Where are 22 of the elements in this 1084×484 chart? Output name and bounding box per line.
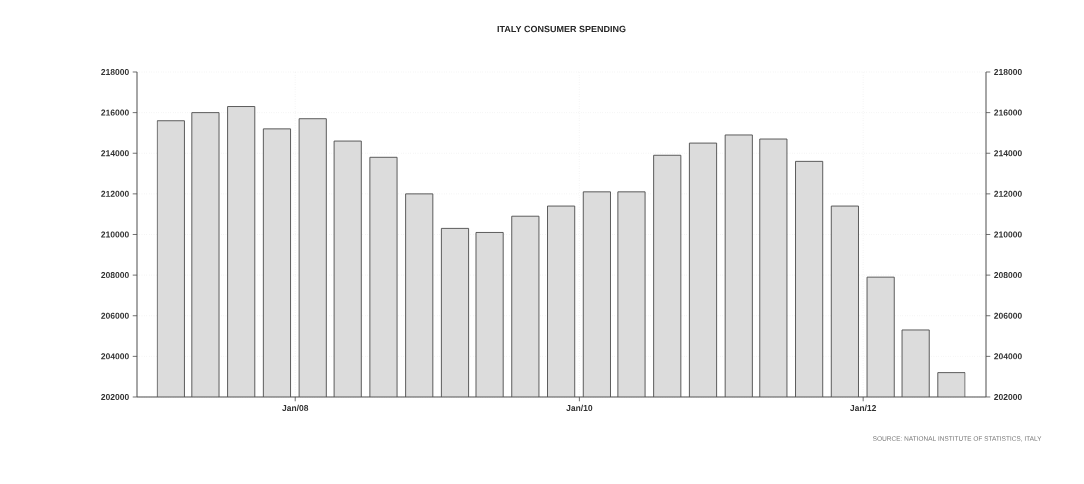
- x-tick-label: Jan/08: [282, 404, 309, 412]
- y2-tick-label: 206000: [101, 312, 129, 319]
- x-tick-label: Jan/10: [566, 404, 593, 412]
- y2-tick-label: 204000: [101, 353, 129, 360]
- y2-tick-label: 208000: [101, 272, 129, 279]
- y2-tick-label: 218000: [101, 68, 129, 75]
- y-tick-label: 206000: [994, 312, 1022, 319]
- y-tick-label: 204000: [994, 353, 1022, 360]
- y2-tick-label: 216000: [101, 109, 129, 116]
- y-tick-label: 214000: [994, 150, 1022, 157]
- x-tick-label: Jan/12: [850, 404, 877, 412]
- y-tick-label: 216000: [994, 109, 1022, 116]
- y-tick-label: 208000: [994, 272, 1022, 279]
- y2-tick-label: 214000: [101, 150, 129, 157]
- y-tick-label: 212000: [994, 190, 1022, 197]
- y-tick-label: 210000: [994, 231, 1022, 238]
- y-tick-label: 202000: [994, 393, 1022, 400]
- y2-tick-label: 202000: [101, 393, 129, 400]
- y2-tick-label: 212000: [101, 190, 129, 197]
- y2-tick-label: 210000: [101, 231, 129, 238]
- y-tick-label: 218000: [994, 68, 1022, 75]
- chart-title: ITALY CONSUMER SPENDING: [497, 25, 626, 33]
